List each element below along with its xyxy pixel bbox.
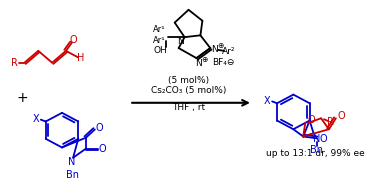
Text: R: R [11, 58, 18, 68]
Text: THF , rt: THF , rt [172, 103, 205, 112]
Text: Bn: Bn [66, 170, 79, 179]
Text: R: R [327, 117, 335, 127]
Text: X: X [33, 114, 39, 124]
Text: O: O [69, 35, 77, 45]
Text: up to 13:1 dr, 99% ee: up to 13:1 dr, 99% ee [266, 149, 364, 158]
Text: Bn: Bn [310, 145, 323, 155]
Text: BF₄⊖: BF₄⊖ [212, 58, 234, 67]
Text: Ar¹: Ar¹ [153, 25, 165, 34]
Text: Ar¹: Ar¹ [153, 36, 165, 45]
Text: O: O [99, 144, 107, 154]
Text: O: O [96, 123, 104, 133]
Text: N: N [211, 45, 218, 54]
Text: H: H [77, 53, 84, 63]
Text: ⊕: ⊕ [201, 55, 208, 64]
Text: N: N [68, 157, 76, 167]
Text: N: N [177, 37, 184, 46]
Text: N: N [195, 59, 202, 68]
Text: ⊕: ⊕ [217, 41, 223, 50]
Text: Cs₂CO₃ (5 mol%): Cs₂CO₃ (5 mol%) [151, 86, 226, 95]
Text: O: O [307, 115, 315, 125]
Text: OH: OH [154, 46, 168, 55]
Text: X: X [264, 96, 271, 105]
Text: (5 mol%): (5 mol%) [168, 76, 209, 85]
Text: Ar²: Ar² [222, 47, 236, 56]
Text: O: O [337, 111, 345, 121]
Text: N: N [313, 134, 320, 144]
Text: +: + [17, 91, 28, 105]
Text: O: O [319, 134, 327, 144]
